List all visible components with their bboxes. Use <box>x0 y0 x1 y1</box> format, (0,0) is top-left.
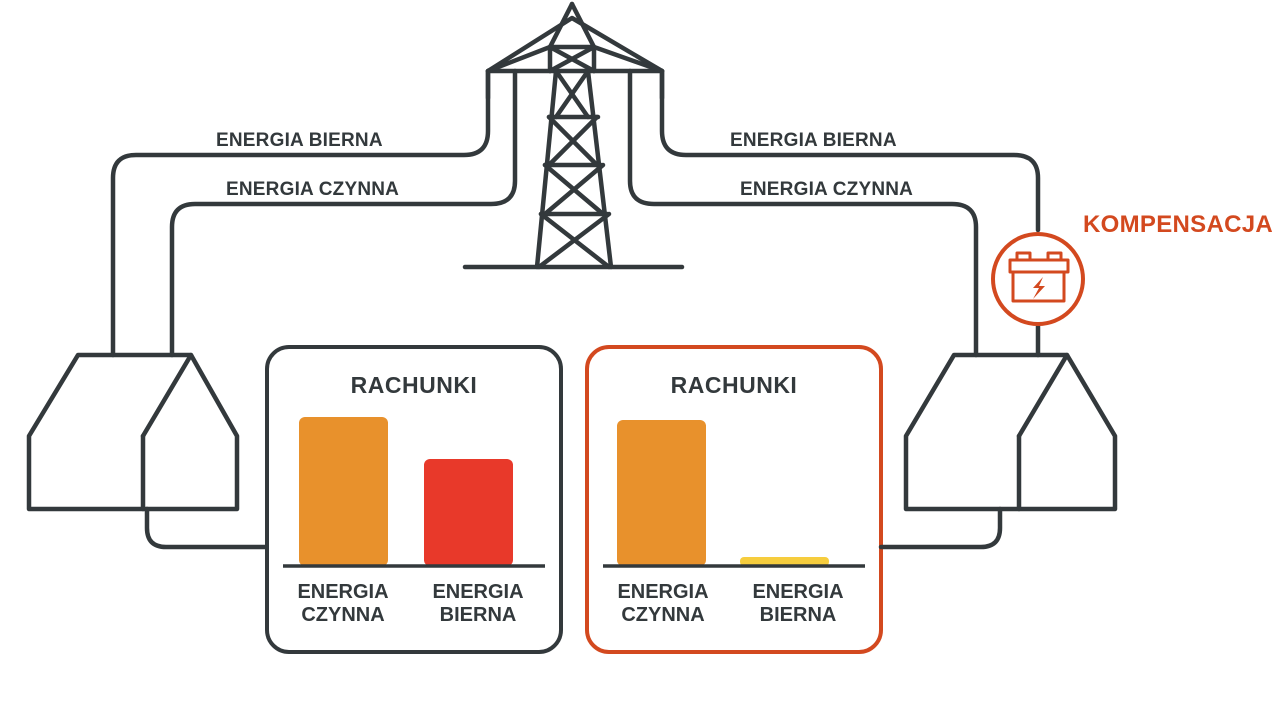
svg-text:ENERGIA BIERNA: ENERGIA BIERNA <box>216 130 383 151</box>
svg-text:BIERNA: BIERNA <box>760 604 837 626</box>
svg-text:ENERGIA CZYNNA: ENERGIA CZYNNA <box>226 179 399 200</box>
svg-text:KOMPENSACJA: KOMPENSACJA <box>1083 211 1273 238</box>
svg-text:CZYNNA: CZYNNA <box>301 604 384 626</box>
svg-text:ENERGIA: ENERGIA <box>617 581 708 603</box>
svg-text:ENERGIA: ENERGIA <box>752 581 843 603</box>
svg-text:RACHUNKI: RACHUNKI <box>351 372 478 398</box>
svg-text:BIERNA: BIERNA <box>440 604 517 626</box>
svg-text:ENERGIA BIERNA: ENERGIA BIERNA <box>730 130 897 151</box>
svg-text:CZYNNA: CZYNNA <box>621 604 704 626</box>
svg-text:RACHUNKI: RACHUNKI <box>671 372 798 398</box>
svg-text:ENERGIA: ENERGIA <box>297 581 388 603</box>
svg-text:ENERGIA CZYNNA: ENERGIA CZYNNA <box>740 179 913 200</box>
svg-text:ENERGIA: ENERGIA <box>432 581 523 603</box>
